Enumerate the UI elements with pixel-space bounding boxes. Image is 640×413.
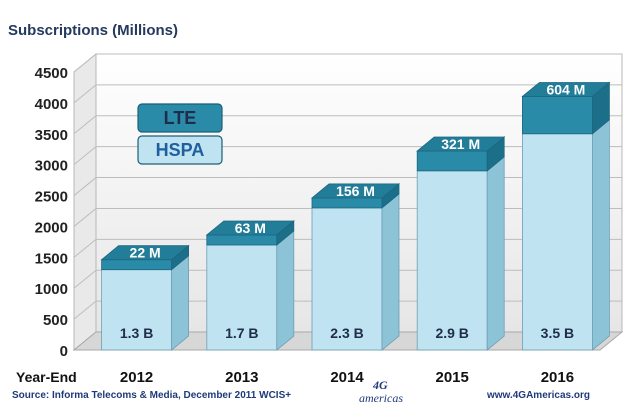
logo-text-bottom: americas bbox=[359, 391, 403, 405]
bar-lte bbox=[311, 197, 383, 209]
bar-lte-top bbox=[310, 183, 401, 199]
data-label-lte: 604 M bbox=[546, 81, 585, 97]
logo-text-top: 4G bbox=[373, 378, 388, 392]
data-label-hspa: 1.3 B bbox=[120, 325, 153, 341]
bar-lte bbox=[206, 234, 278, 246]
gridline bbox=[73, 84, 622, 104]
bar-hspa-side bbox=[381, 193, 400, 351]
y-tick-label: 0 bbox=[60, 343, 68, 360]
data-label-hspa: 3.5 B bbox=[541, 325, 574, 341]
x-tick-label: 2015 bbox=[436, 369, 469, 386]
bar-lte bbox=[101, 259, 172, 271]
y-tick-label: 3000 bbox=[35, 158, 68, 175]
gridline bbox=[73, 115, 622, 135]
bar-lte-top bbox=[416, 136, 506, 152]
4g-americas-logo: 4G americas bbox=[355, 378, 425, 410]
y-tick-label: 4500 bbox=[35, 65, 68, 82]
y-tick-label: 2000 bbox=[35, 219, 68, 236]
bar-hspa bbox=[522, 133, 593, 351]
y-tick-label: 500 bbox=[43, 312, 68, 329]
data-label-hspa: 2.9 B bbox=[435, 325, 468, 341]
legend-swatch-lte bbox=[137, 103, 223, 133]
x-axis-label: Year-End bbox=[16, 369, 77, 385]
y-tick-label: 3500 bbox=[35, 127, 68, 144]
source-note: Source: Informa Telecoms & Media, Decemb… bbox=[12, 390, 292, 401]
data-label-hspa: 1.7 B bbox=[225, 325, 258, 341]
bar-lte-top bbox=[100, 245, 190, 261]
y-tick-label: 4000 bbox=[35, 96, 68, 113]
bar-hspa-side bbox=[276, 230, 295, 351]
x-tick-label: 2014 bbox=[330, 369, 364, 386]
bar-hspa bbox=[101, 269, 172, 351]
bar-lte-top bbox=[521, 82, 611, 97]
y-tick-label: 1000 bbox=[35, 281, 68, 298]
website-link[interactable]: www.4GAmericas.org bbox=[487, 390, 590, 401]
bar-hspa bbox=[416, 170, 488, 351]
data-label-hspa: 2.3 B bbox=[330, 325, 363, 341]
x-tick-label: 2012 bbox=[120, 369, 153, 386]
chart-title: Subscriptions (Millions) bbox=[8, 22, 179, 39]
bar-hspa-side bbox=[171, 254, 190, 351]
bar-lte bbox=[416, 150, 488, 172]
legend-label-hspa: HSPA bbox=[156, 140, 205, 160]
y-tick-label: 1500 bbox=[35, 250, 68, 267]
data-label-lte: 63 M bbox=[235, 220, 266, 236]
bar-lte-top bbox=[205, 220, 295, 236]
x-tick-label: 2016 bbox=[541, 369, 574, 386]
bar-hspa-side bbox=[486, 155, 505, 351]
gridline bbox=[73, 53, 622, 73]
data-label-lte: 156 M bbox=[336, 183, 375, 199]
x-tick-label: 2013 bbox=[225, 369, 258, 386]
data-label-lte: 321 M bbox=[441, 136, 480, 152]
data-label-lte: 22 M bbox=[130, 245, 161, 261]
legend-swatch-hspa bbox=[137, 135, 223, 165]
bar-hspa-side bbox=[592, 118, 610, 351]
bar-lte bbox=[522, 96, 593, 135]
y-tick-label: 2500 bbox=[35, 189, 68, 206]
legend-label-lte: LTE bbox=[164, 108, 197, 128]
chart-side-wall bbox=[73, 52, 97, 352]
